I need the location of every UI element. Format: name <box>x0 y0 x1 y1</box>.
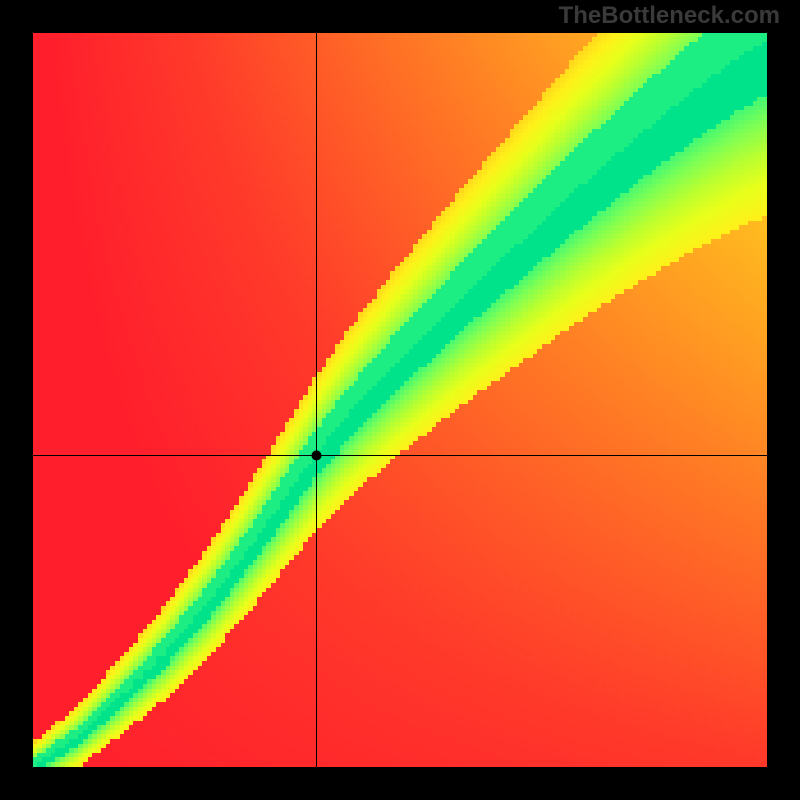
chart-container: { "source_label": "TheBottleneck.com", "… <box>0 0 800 800</box>
bottleneck-heatmap <box>33 33 767 767</box>
source-watermark: TheBottleneck.com <box>559 2 780 30</box>
